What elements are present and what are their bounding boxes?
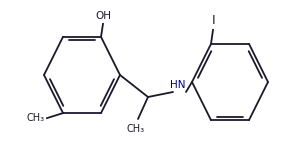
Text: I: I (212, 14, 216, 27)
Text: HN: HN (170, 80, 186, 90)
Text: OH: OH (95, 11, 111, 21)
Text: CH₃: CH₃ (127, 124, 145, 134)
Text: CH₃: CH₃ (27, 113, 45, 123)
